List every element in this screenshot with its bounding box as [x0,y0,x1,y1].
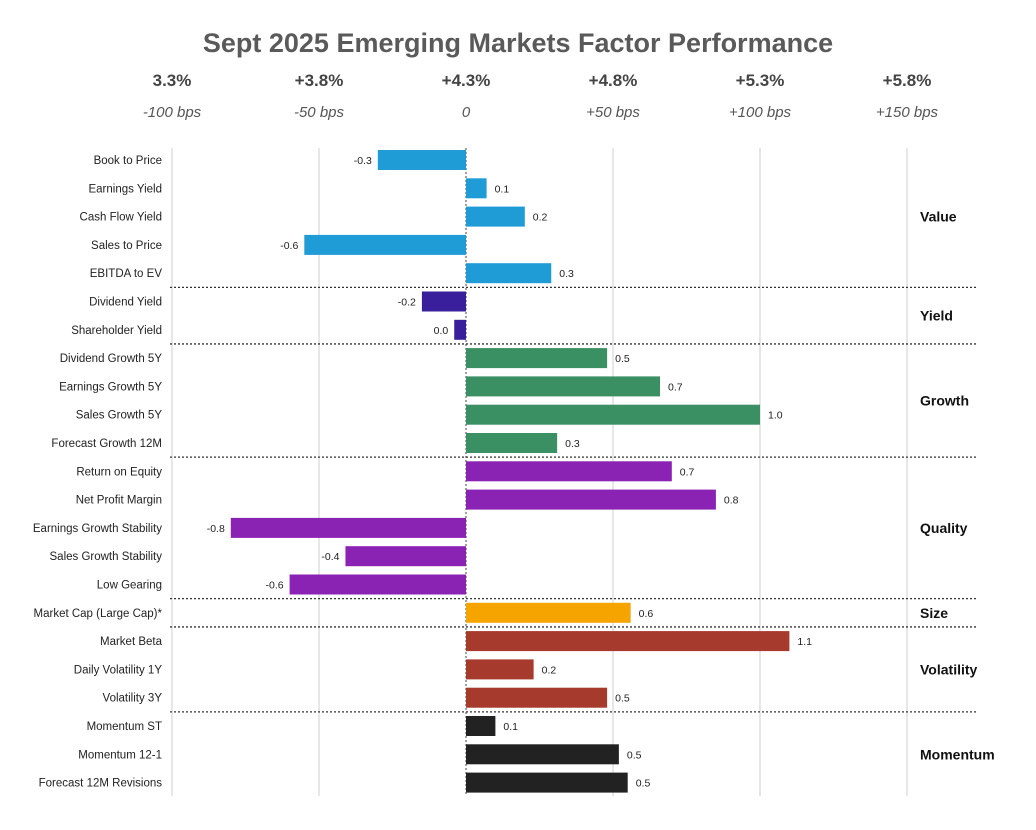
group-label: Volatility [920,661,978,677]
x-tick-bps-label: 0 [462,104,471,121]
data-label: 0.1 [503,721,518,733]
bar [466,687,608,708]
category-label: Dividend Yield [89,297,162,309]
group-label: Yield [920,308,953,324]
category-label: Return on Equity [76,466,162,478]
data-label: 0.3 [565,438,580,450]
category-label: Low Gearing [97,580,162,592]
category-label: Net Profit Margin [76,495,162,507]
bar [466,744,619,765]
data-label: -0.6 [280,240,298,252]
data-label: 0.5 [615,353,630,365]
category-label: Cash Flow Yield [80,212,162,224]
data-label: -0.2 [398,297,416,309]
x-tick-return-label: +5.8% [883,71,932,90]
data-label: -0.3 [354,155,372,167]
data-label: 0.6 [639,608,654,620]
x-tick-bps-label: +100 bps [729,104,792,121]
data-label: 0.7 [680,466,695,478]
data-label: 0.1 [495,183,510,195]
category-label: Market Beta [100,636,163,648]
bar [466,206,525,227]
bar [454,319,466,340]
x-tick-return-label: +4.8% [589,71,638,90]
data-label: 1.0 [768,410,783,422]
bar [466,376,661,397]
category-label: Sales to Price [91,240,162,252]
x-tick-return-label: +5.3% [736,71,785,90]
bar [466,602,631,623]
x-tick-return-label: +3.8% [295,71,344,90]
bar [421,291,466,312]
data-label: 0.5 [627,749,642,761]
bar [466,659,534,680]
data-label: 0.2 [542,664,557,676]
category-label: Shareholder Yield [71,325,162,337]
data-label: 1.1 [797,636,812,648]
data-label: -0.4 [321,551,339,563]
category-label: Earnings Yield [88,183,162,195]
category-label: Dividend Growth 5Y [60,353,163,365]
bar [377,150,466,170]
bar [345,546,466,567]
x-tick-return-label: 3.3% [153,71,192,90]
category-label: Daily Volatility 1Y [74,664,163,676]
bar [466,433,558,453]
data-label: 0.5 [615,693,630,705]
bar [466,461,672,482]
group-label: Momentum [920,746,995,762]
bar [466,631,790,652]
data-label: 0.7 [668,381,683,393]
data-label: 0.8 [724,495,739,507]
category-label: Momentum 12-1 [78,749,162,761]
chart-title: Sept 2025 Emerging Markets Factor Perfor… [202,28,834,58]
category-label: Forecast Growth 12M [51,438,162,450]
x-tick-bps-label: +50 bps [586,104,640,121]
x-tick-bps-label: +150 bps [876,104,939,121]
data-label: 0.3 [559,268,574,280]
bar [466,263,552,284]
category-label: Earnings Growth Stability [33,523,162,535]
category-label: Book to Price [94,155,162,167]
category-label: EBITDA to EV [90,268,163,280]
category-label: Earnings Growth 5Y [59,381,162,393]
bar [230,517,466,538]
bar [466,348,608,369]
bar [289,574,466,595]
x-tick-bps-label: -50 bps [294,104,345,121]
bar [466,772,628,793]
category-label: Sales Growth Stability [50,551,163,563]
bar [466,489,716,510]
group-label: Value [920,209,957,225]
category-label: Market Cap (Large Cap)* [34,608,163,620]
data-label: 0.5 [636,778,651,790]
data-label: 0.0 [434,325,449,337]
data-label: -0.8 [207,523,225,535]
bar [466,404,760,425]
group-label: Growth [920,393,969,409]
category-label: Sales Growth 5Y [76,410,163,422]
data-label: -0.6 [266,580,284,592]
category-label: Volatility 3Y [103,693,163,705]
data-label: 0.2 [533,212,548,224]
category-label: Forecast 12M Revisions [39,778,163,790]
category-label: Momentum ST [87,721,162,733]
x-tick-return-label: +4.3% [442,71,491,90]
bar [304,234,466,255]
group-label: Quality [920,520,968,536]
group-label: Size [920,605,948,621]
x-tick-bps-label: -100 bps [143,104,202,121]
bar [466,716,496,736]
bar [466,178,487,199]
